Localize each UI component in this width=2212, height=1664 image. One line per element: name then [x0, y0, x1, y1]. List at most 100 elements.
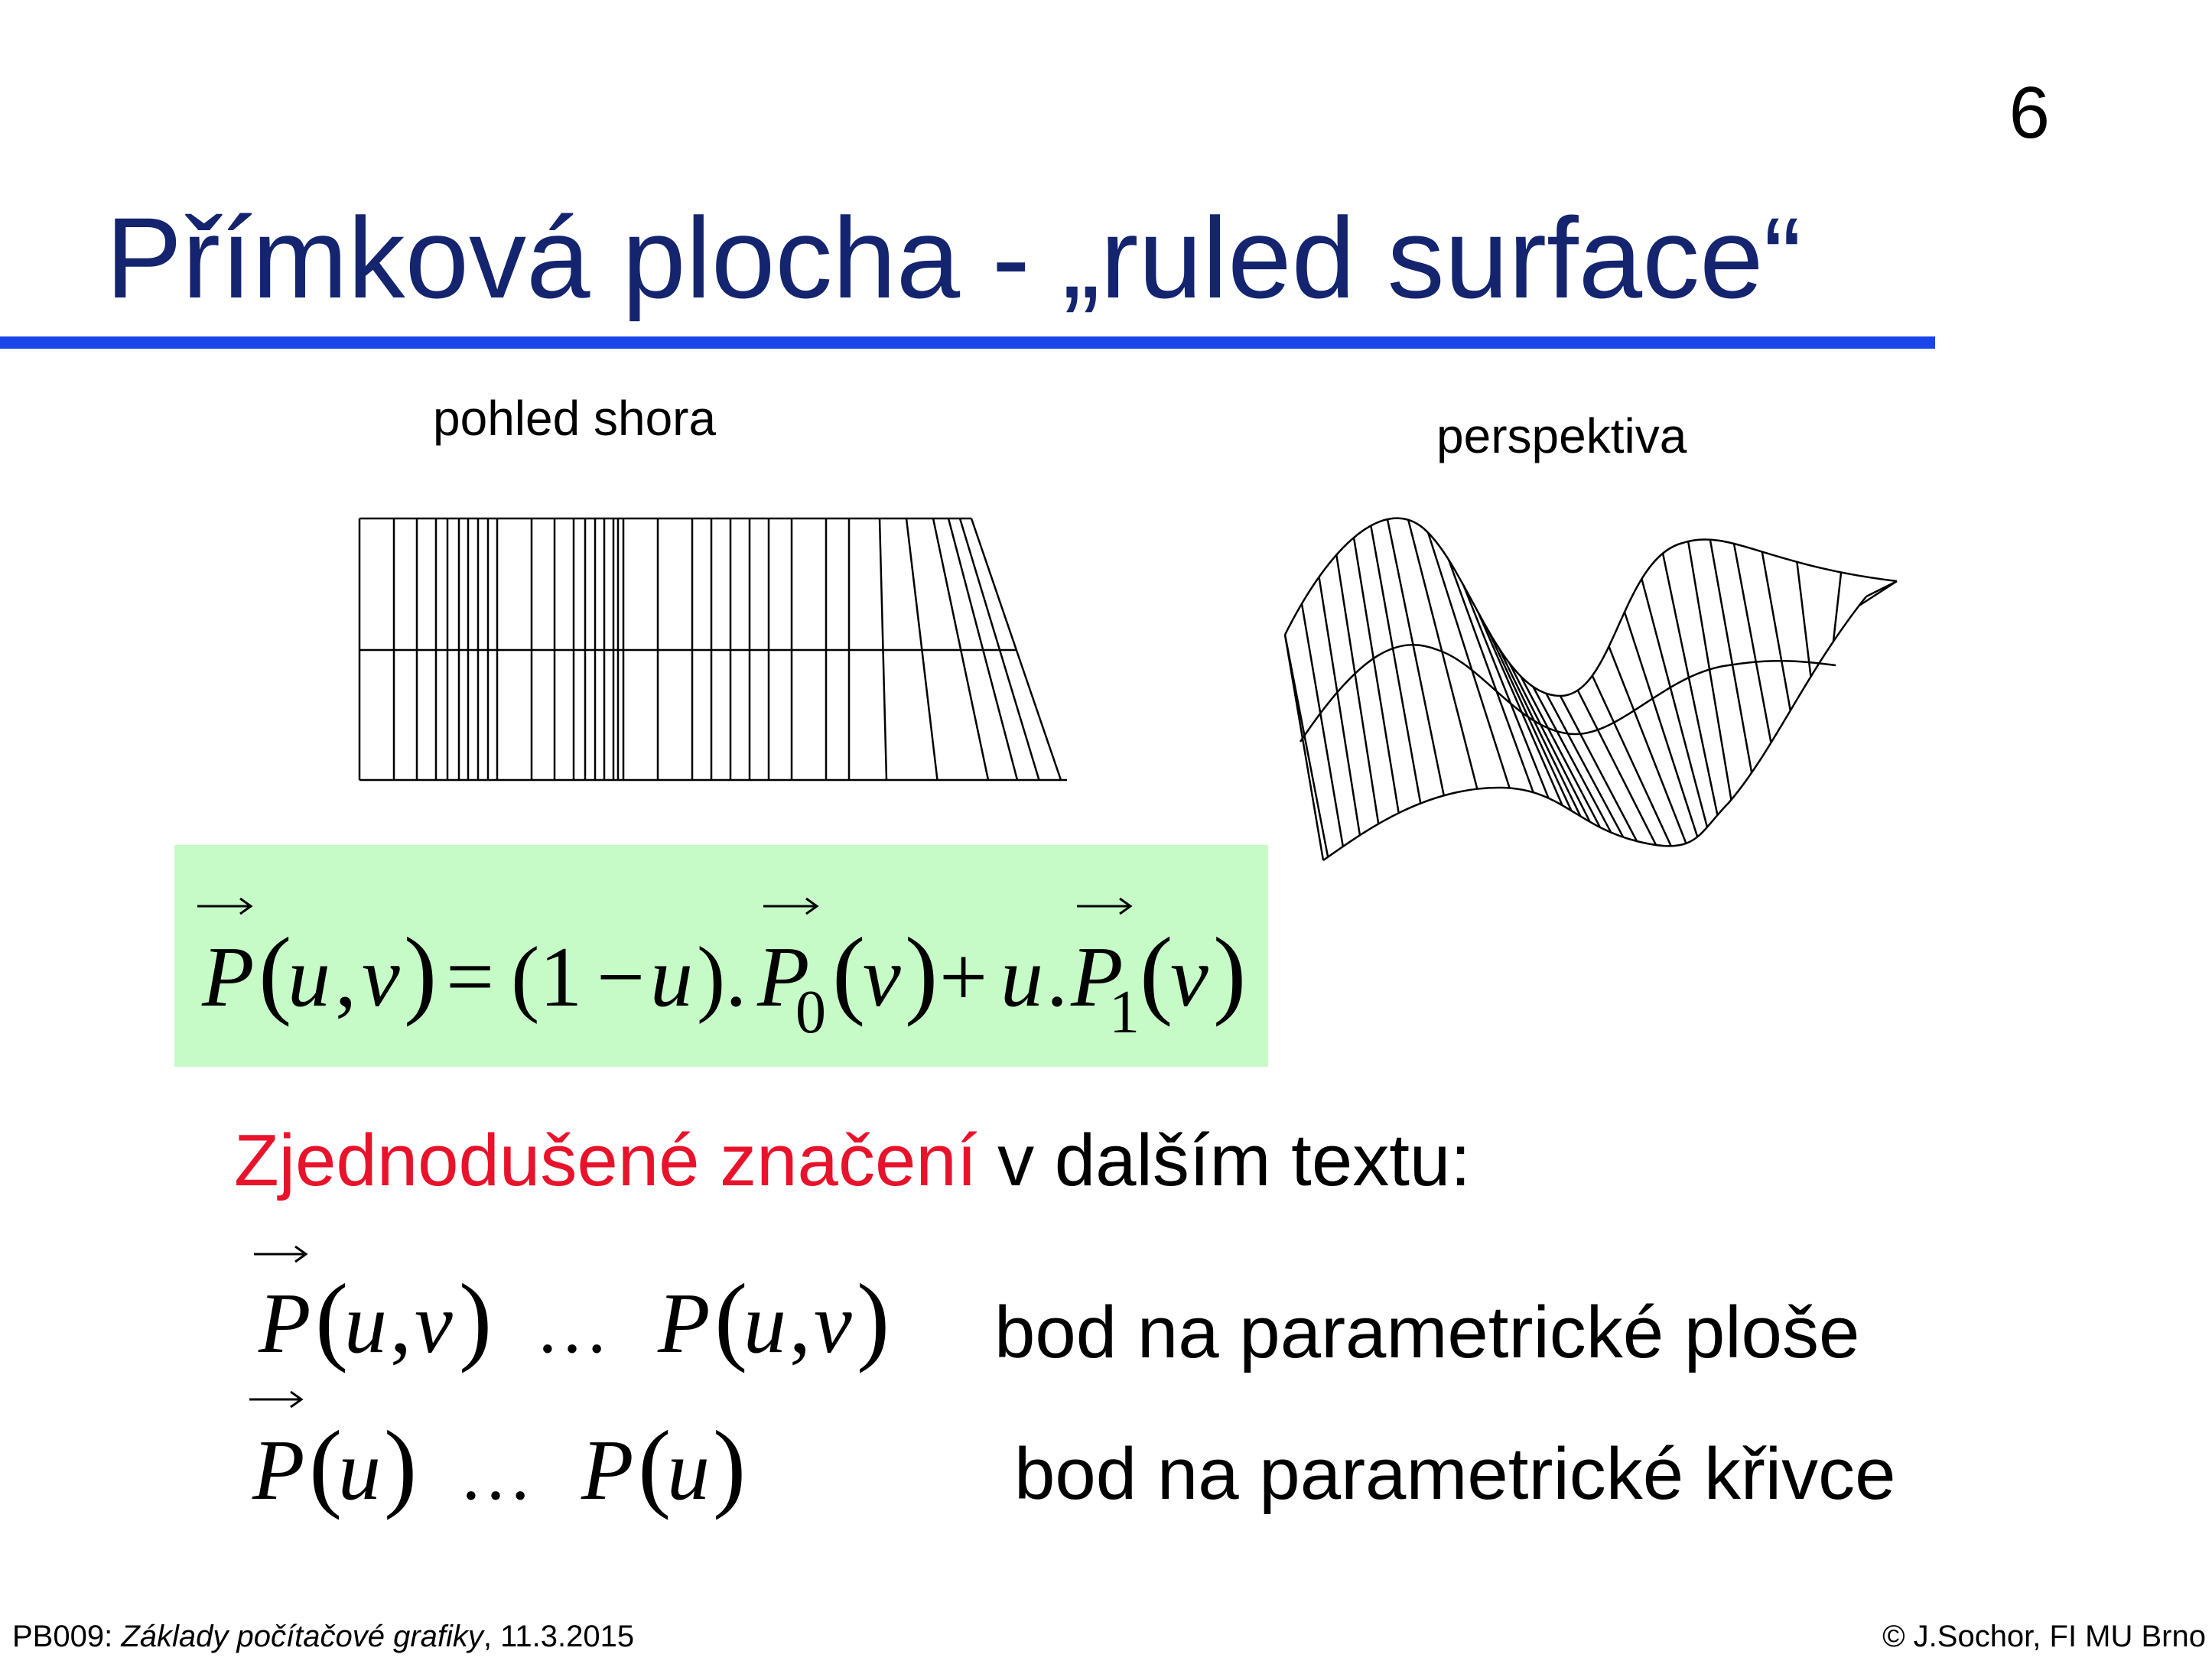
- perspective-ruling: [1591, 675, 1672, 847]
- svg-text:,: ,: [390, 1276, 411, 1371]
- svg-text:−: −: [597, 930, 645, 1025]
- svg-text:(1: (1: [511, 930, 582, 1025]
- surface-point-notation: P ( u , v ) … P ( u , v ): [254, 1245, 890, 1374]
- perspective-ruling: [1508, 662, 1591, 823]
- svg-text:(: (: [1140, 918, 1173, 1028]
- top-view-figure: [358, 517, 1067, 782]
- perspective-ruling: [1352, 537, 1400, 814]
- perspective-curve: [1283, 517, 1898, 697]
- formula-box: P ( u , v ) = (1 − u ). P 0 ( v ) + u . …: [174, 845, 1268, 1067]
- top-view-line: [958, 518, 1040, 781]
- title-divider: [0, 336, 1935, 349]
- svg-text:P: P: [1070, 930, 1123, 1025]
- perspective-ruling: [1709, 539, 1753, 773]
- top-view-line: [970, 518, 1062, 781]
- perspective-ruling: [1559, 695, 1638, 842]
- perspective-ruling: [1462, 584, 1550, 799]
- footer-course-code: PB009:: [12, 1620, 122, 1653]
- svg-text:(: (: [315, 1264, 348, 1374]
- perspective-ruling: [1447, 559, 1534, 793]
- svg-text:u: u: [1000, 930, 1043, 1025]
- perspective-ruling: [1370, 525, 1422, 804]
- svg-text:v: v: [362, 930, 400, 1025]
- curve-point-description: bod na parametrické křivce: [1014, 1433, 1896, 1515]
- perspective-ruling: [1761, 551, 1792, 711]
- top-view-line: [947, 518, 1019, 781]
- perspective-ruling: [1732, 543, 1772, 743]
- perspective-ruling: [1623, 611, 1699, 837]
- perspective-ruling: [1687, 541, 1732, 801]
- svg-text:=: =: [446, 930, 494, 1025]
- perspective-ruling: [1608, 645, 1687, 844]
- svg-text:,: ,: [335, 930, 356, 1025]
- perspective-ruling: [1335, 554, 1380, 824]
- perspective-ruling: [1796, 561, 1812, 677]
- footer-date: , 11.3.2015: [483, 1620, 635, 1653]
- svg-text:P: P: [252, 1423, 304, 1518]
- svg-text:u: u: [344, 1276, 387, 1371]
- svg-text:…: …: [535, 1286, 609, 1368]
- perspective-ruling: [1487, 630, 1573, 811]
- footer-copyright: © J.Sochor, FI MU Brno: [1882, 1620, 2206, 1653]
- simplified-notation-note: Zjednodušené značení v dalším textu:: [234, 1124, 1471, 1198]
- svg-text:): ): [459, 1264, 492, 1374]
- svg-text:v: v: [415, 1276, 453, 1371]
- svg-text:0: 0: [795, 979, 826, 1046]
- perspective-ruling: [1498, 647, 1582, 817]
- footer-course: PB009: Základy počítačové grafiky, 11.3.…: [12, 1621, 634, 1652]
- perspective-ruling: [1576, 690, 1657, 846]
- perspective-ruling: [1545, 693, 1625, 838]
- svg-text:u: u: [338, 1423, 381, 1518]
- perspective-curve: [1322, 596, 1867, 862]
- perspective-ruling: [1661, 553, 1719, 816]
- footer-course-title: Základy počítačové grafiky: [121, 1620, 483, 1653]
- top-view-line: [932, 518, 990, 781]
- surface-point-description: bod na parametrické ploše: [994, 1292, 1860, 1373]
- svg-text:): ): [404, 918, 437, 1028]
- svg-text:P: P: [201, 930, 254, 1025]
- svg-text:): ): [857, 1264, 890, 1374]
- perspective-ruling: [1386, 518, 1445, 796]
- perspective-curve: [1299, 644, 1836, 743]
- perspective-ruling: [1283, 634, 1329, 857]
- svg-text:(: (: [309, 1411, 342, 1521]
- top-view-caption: pohled shora: [433, 391, 717, 446]
- svg-text:P: P: [581, 1423, 633, 1518]
- svg-text:u: u: [743, 1276, 786, 1371]
- svg-text:P: P: [657, 1276, 710, 1371]
- svg-text:): ): [1213, 918, 1246, 1028]
- svg-text:u: u: [667, 1423, 710, 1518]
- perspective-ruling: [1426, 532, 1511, 788]
- svg-text:(: (: [638, 1411, 671, 1521]
- perspective-caption: perspektiva: [1436, 408, 1687, 463]
- perspective-ruling: [1832, 572, 1843, 642]
- slide-title: Přímková plocha - „ruled surface“: [106, 193, 1802, 322]
- svg-text:P: P: [756, 930, 809, 1025]
- svg-text:+: +: [939, 930, 987, 1025]
- perspective-ruling: [1858, 580, 1898, 607]
- svg-text:(: (: [259, 918, 291, 1028]
- perspective-ruling: [1532, 686, 1612, 834]
- svg-text:u: u: [288, 930, 330, 1025]
- perspective-figure: [1283, 517, 1898, 862]
- svg-text:(: (: [832, 918, 865, 1028]
- perspective-ruling: [1520, 676, 1602, 828]
- svg-text:v: v: [814, 1276, 852, 1371]
- curve-point-notation: P ( u ) … P ( u ): [249, 1390, 746, 1521]
- note-highlight: Zjednodušené značení: [234, 1120, 978, 1201]
- svg-text:): ): [713, 1411, 746, 1521]
- svg-text:v: v: [1170, 930, 1208, 1025]
- svg-text:.: .: [1046, 930, 1068, 1025]
- perspective-ruling: [1407, 519, 1478, 789]
- svg-text:1: 1: [1109, 979, 1140, 1046]
- svg-text:).: ).: [697, 930, 747, 1025]
- svg-text:): ): [905, 918, 938, 1028]
- svg-text:): ): [384, 1411, 417, 1521]
- top-view-line: [905, 518, 938, 781]
- svg-text:u: u: [650, 930, 693, 1025]
- svg-text:(: (: [714, 1264, 747, 1374]
- svg-text:…: …: [459, 1433, 532, 1515]
- svg-text:v: v: [863, 930, 901, 1025]
- top-view-line: [878, 518, 888, 781]
- svg-text:,: ,: [789, 1276, 811, 1371]
